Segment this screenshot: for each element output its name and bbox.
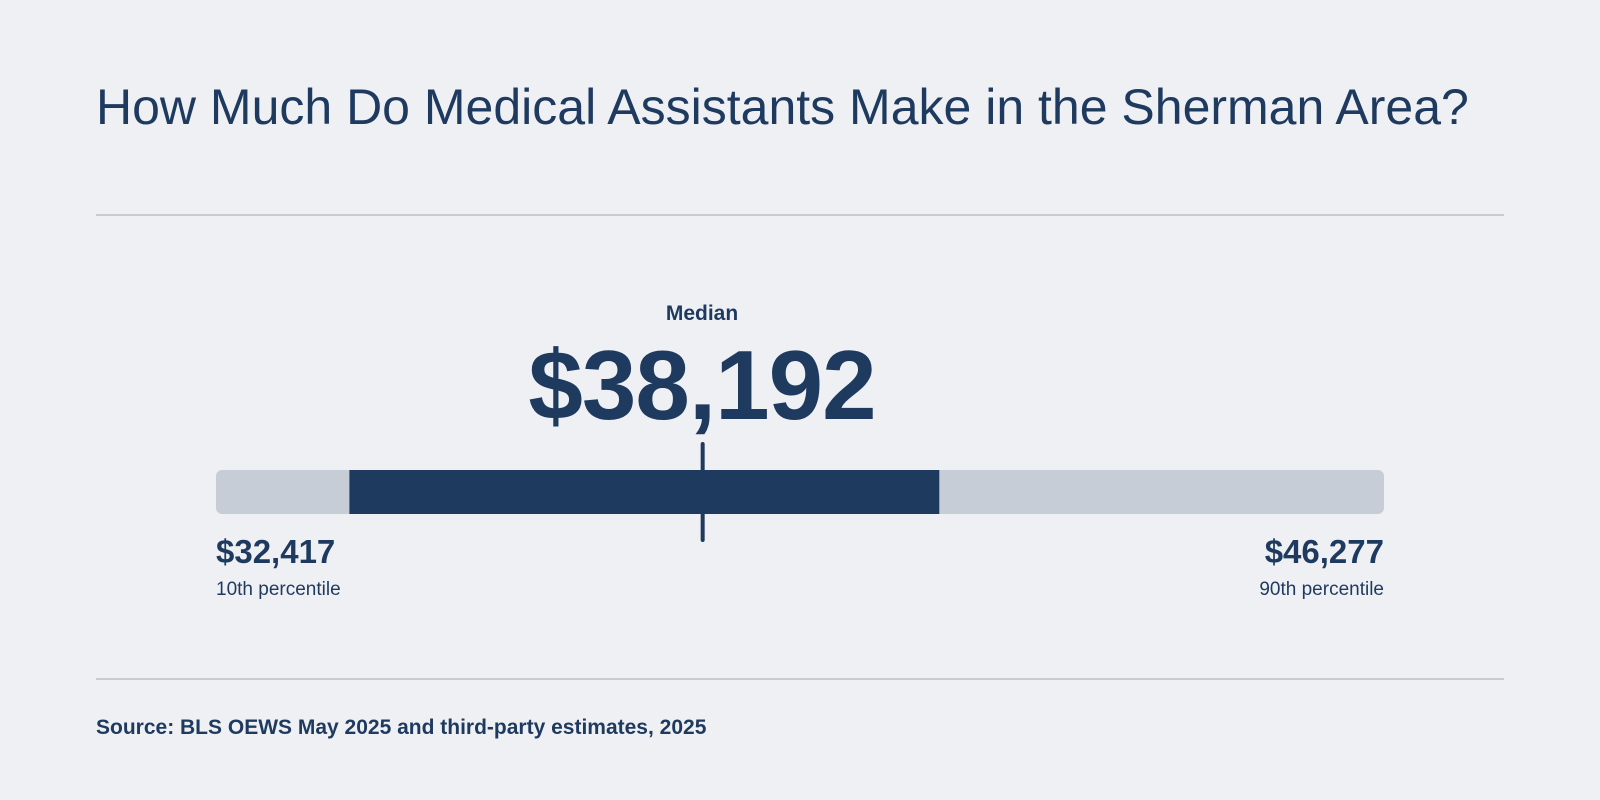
p10-label: 10th percentile — [216, 579, 341, 600]
top-divider — [96, 214, 1504, 216]
chart-title: How Much Do Medical Assistants Make in t… — [96, 79, 1469, 135]
bottom-divider — [96, 678, 1504, 680]
p90-value: $46,277 — [1264, 533, 1384, 570]
median-label: Median — [665, 302, 739, 325]
p10-value: $32,417 — [216, 533, 336, 570]
median-value: $38,192 — [528, 330, 876, 440]
p90-label: 90th percentile — [1259, 579, 1384, 600]
middle-range-fill — [349, 470, 940, 514]
source-note: Source: BLS OEWS May 2025 and third-part… — [96, 716, 707, 739]
